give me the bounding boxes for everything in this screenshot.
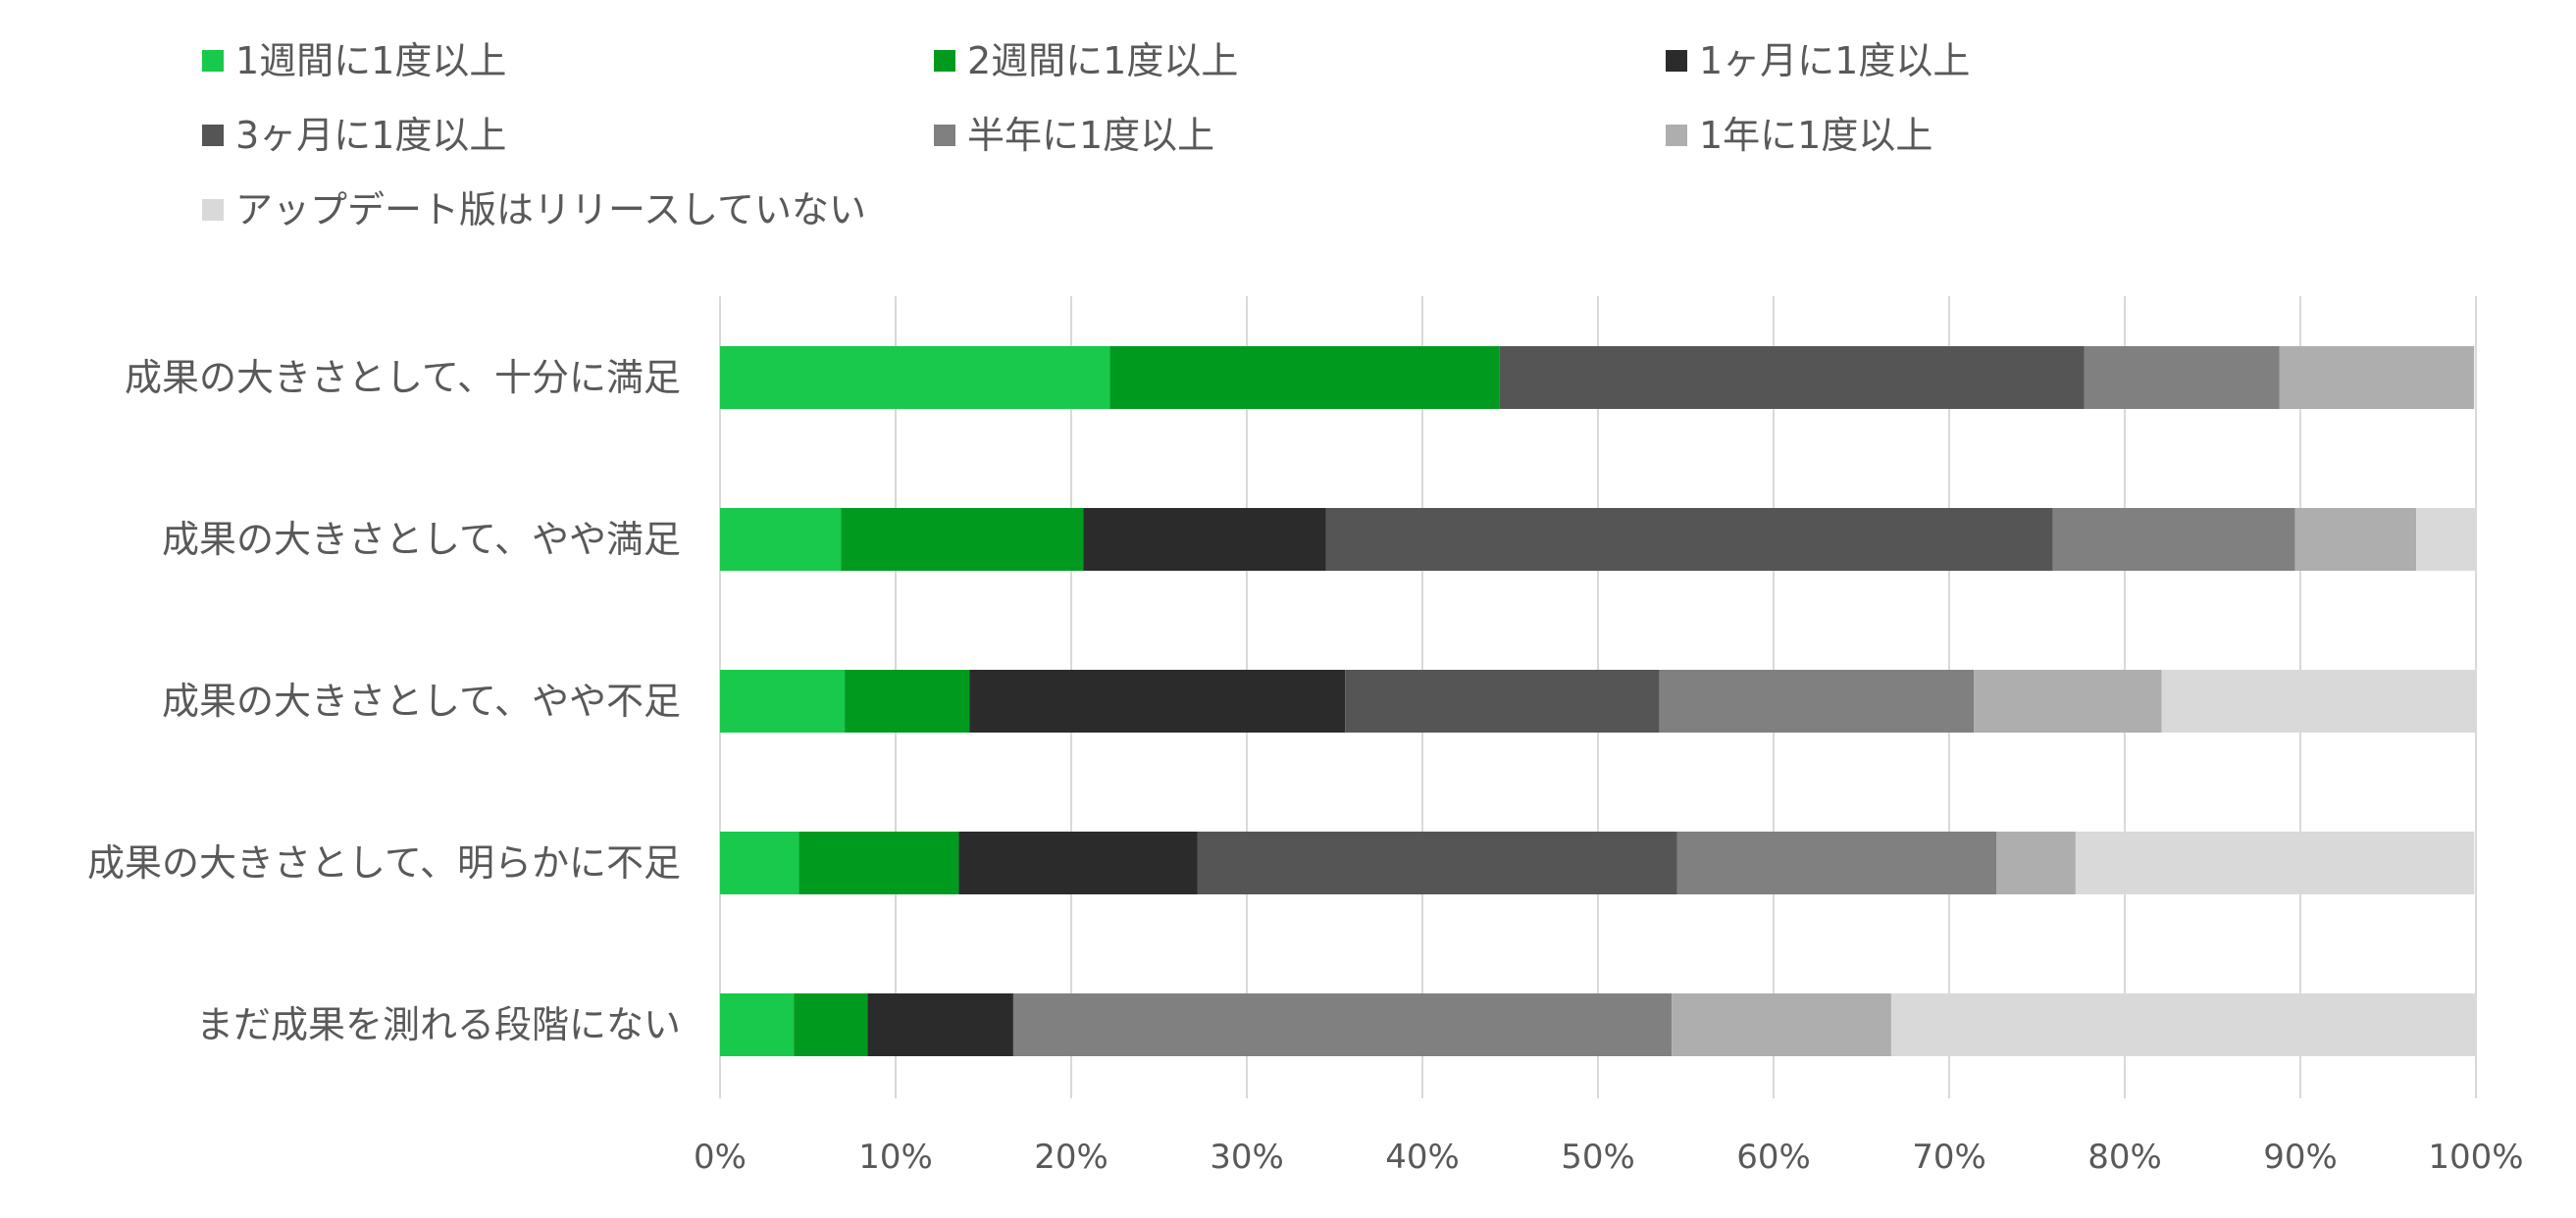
legend-item: 1ヶ月に1度以上 <box>1666 33 1970 88</box>
legend-item: 1年に1度以上 <box>1666 108 1932 163</box>
legend-label: 3ヶ月に1度以上 <box>235 114 507 157</box>
legend-label: 半年に1度以上 <box>967 114 1215 157</box>
legend-swatch <box>1666 125 1687 146</box>
x-tick-label: 10% <box>858 1138 933 1177</box>
x-tick-label: 20% <box>1034 1138 1108 1177</box>
bar-segment <box>969 670 1346 733</box>
legend-swatch <box>202 199 224 221</box>
bar-segment <box>1996 832 2076 894</box>
bar-segment <box>2161 670 2476 733</box>
legend-item: 3ヶ月に1度以上 <box>202 108 506 163</box>
legend-item: アップデート版はリリースしていない <box>202 182 866 237</box>
legend-swatch <box>202 125 224 146</box>
bar-segment <box>2075 832 2475 894</box>
bar-segment <box>2084 346 2280 409</box>
bar-segment <box>794 993 868 1056</box>
bar-segment <box>1012 993 1673 1056</box>
bar-segment <box>720 993 795 1056</box>
bar-segment <box>1197 832 1677 894</box>
bar-segment <box>720 346 1110 409</box>
bar-segment <box>720 670 846 733</box>
category-label: 成果の大きさとして、明らかに不足 <box>87 841 681 885</box>
legend-swatch <box>202 50 224 72</box>
bar-segment <box>1109 346 1500 409</box>
x-tick-label: 40% <box>1385 1138 1460 1177</box>
legend-label: 1年に1度以上 <box>1699 114 1933 157</box>
bar-segment <box>867 993 1013 1056</box>
legend-swatch <box>1666 50 1687 72</box>
x-tick-label: 60% <box>1736 1138 1811 1177</box>
bar-segment <box>720 832 799 894</box>
bar-segment <box>2294 508 2417 571</box>
legend-label: 1ヶ月に1度以上 <box>1699 39 1971 82</box>
bar-segment <box>1890 993 2476 1056</box>
bar-segment <box>2052 508 2295 571</box>
bar-segment <box>1083 508 1326 571</box>
bar-segment <box>2279 346 2475 409</box>
legend-label: 1週間に1度以上 <box>235 39 507 82</box>
bar-segment <box>1659 670 1975 733</box>
x-tick-label: 100% <box>2428 1138 2523 1177</box>
x-tick-label: 30% <box>1210 1138 1284 1177</box>
bar-segment <box>1672 993 1891 1056</box>
bar-segment <box>1345 670 1660 733</box>
category-label: まだ成果を測れる段階にない <box>196 1003 681 1046</box>
legend-item: 2週間に1度以上 <box>934 33 1238 88</box>
category-label: 成果の大きさとして、やや満足 <box>162 518 681 561</box>
legend-item: 1週間に1度以上 <box>202 33 506 88</box>
bar-segment <box>1974 670 2162 733</box>
x-tick-label: 70% <box>1912 1138 1986 1177</box>
x-tick-label: 0% <box>694 1138 747 1177</box>
legend-swatch <box>934 50 955 72</box>
bar-segment <box>845 670 970 733</box>
bar-segment <box>799 832 959 894</box>
bar-segment <box>720 508 842 571</box>
bar-segment <box>958 832 1198 894</box>
legend-item: 半年に1度以上 <box>934 108 1214 163</box>
legend-label: 2週間に1度以上 <box>967 39 1239 82</box>
bar-segment <box>841 508 1084 571</box>
x-tick-label: 50% <box>1561 1138 1635 1177</box>
legend-swatch <box>934 125 955 146</box>
legend-label: アップデート版はリリースしていない <box>235 188 866 231</box>
category-label: 成果の大きさとして、十分に満足 <box>125 356 681 399</box>
x-tick-label: 90% <box>2263 1138 2338 1177</box>
x-tick-label: 80% <box>2087 1138 2162 1177</box>
bar-segment <box>1499 346 2085 409</box>
bar-segment <box>2416 508 2476 571</box>
bar-segment <box>1325 508 2053 571</box>
bar-segment <box>1676 832 1997 894</box>
category-label: 成果の大きさとして、やや不足 <box>162 680 681 723</box>
